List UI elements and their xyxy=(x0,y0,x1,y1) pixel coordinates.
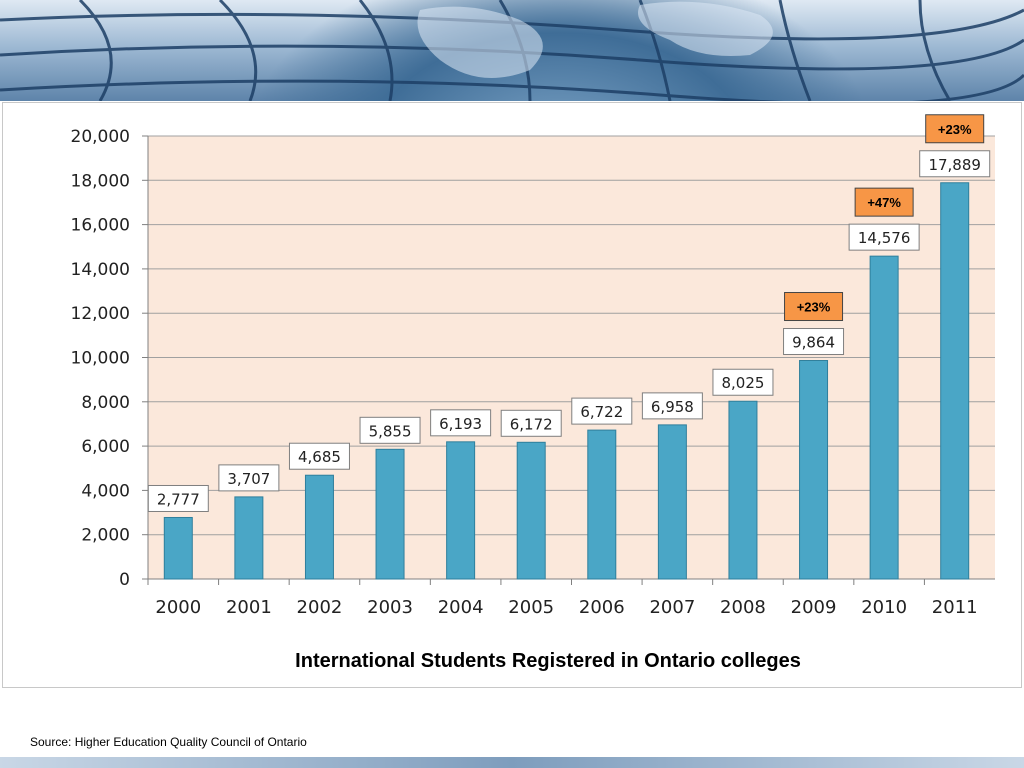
x-tick-label: 2007 xyxy=(649,597,695,618)
data-label-box xyxy=(783,328,845,356)
source-note: Source: Higher Education Quality Council… xyxy=(30,735,307,749)
data-label-box xyxy=(641,392,703,420)
banner-image xyxy=(0,0,1024,101)
bar-2009 xyxy=(799,360,829,580)
data-label-box xyxy=(500,409,562,437)
x-tick-label: 2011 xyxy=(932,597,978,618)
x-tick-label: 2003 xyxy=(367,597,413,618)
data-label-box xyxy=(848,223,920,251)
growth-annotation-box xyxy=(854,187,914,217)
data-label-box xyxy=(571,397,633,425)
x-tick-label: 2006 xyxy=(579,597,625,618)
bar-2010 xyxy=(869,255,899,580)
x-tick-label: 2000 xyxy=(155,597,201,618)
bar-2006 xyxy=(587,429,617,580)
bar-2008 xyxy=(728,400,758,580)
bar-2011 xyxy=(940,182,970,580)
data-label: 14,576 xyxy=(858,229,911,247)
x-tick-label: 2005 xyxy=(508,597,554,618)
y-tick-label: 6,000 xyxy=(81,437,130,457)
y-tick-label: 20,000 xyxy=(71,127,130,147)
growth-annotation: +47% xyxy=(867,195,901,210)
y-tick-label: 18,000 xyxy=(71,171,130,191)
data-label: 8,025 xyxy=(721,374,764,392)
data-label: 4,685 xyxy=(298,448,341,466)
bar-2003 xyxy=(375,448,405,580)
chart-caption: International Students Registered in Ont… xyxy=(295,650,801,672)
x-tick-label: 2002 xyxy=(297,597,343,618)
data-label: 17,889 xyxy=(928,156,981,174)
data-label: 2,777 xyxy=(157,490,200,508)
x-tick-label: 2004 xyxy=(438,597,484,618)
data-label-box xyxy=(919,150,991,178)
y-tick-label: 2,000 xyxy=(81,526,130,546)
data-label: 6,172 xyxy=(510,415,553,433)
data-label-box xyxy=(712,368,774,396)
data-label-box xyxy=(430,409,492,437)
growth-annotation: +23% xyxy=(797,300,831,315)
data-label: 3,707 xyxy=(227,470,270,488)
data-label-box xyxy=(288,442,350,470)
bar-2001 xyxy=(234,496,264,580)
chart-panel: 0 2,000 4,000 6,000 8,000 10,000 12,000 14,000 1… xyxy=(2,102,1022,688)
y-tick-label: 0 xyxy=(119,570,130,590)
bar-chart: 0 2,000 4,000 6,000 8,000 10,000 12,000 14,000 1… xyxy=(71,114,995,618)
bar-2004 xyxy=(446,441,476,580)
data-label: 9,864 xyxy=(792,334,835,352)
data-label: 6,958 xyxy=(651,398,694,416)
y-tick-label: 4,000 xyxy=(81,481,130,501)
bar-2000 xyxy=(163,516,193,580)
bar-2002 xyxy=(304,474,334,580)
growth-annotation-box xyxy=(784,292,844,322)
data-label: 6,722 xyxy=(580,403,623,421)
x-tick-label: 2001 xyxy=(226,597,272,618)
y-tick-label: 16,000 xyxy=(71,216,130,236)
data-label-box xyxy=(359,416,421,444)
x-tick-label: 2009 xyxy=(791,597,837,618)
y-tick-label: 10,000 xyxy=(71,349,130,369)
bar-2007 xyxy=(657,424,687,580)
y-tick-label: 12,000 xyxy=(71,304,130,324)
x-tick-label: 2008 xyxy=(720,597,766,618)
y-tick-label: 14,000 xyxy=(71,260,130,280)
y-tick-label: 8,000 xyxy=(81,393,130,413)
growth-annotation-box xyxy=(925,114,985,144)
data-label-box xyxy=(147,484,209,512)
growth-annotation: +23% xyxy=(938,122,972,137)
data-label: 6,193 xyxy=(439,415,482,433)
data-label-box xyxy=(218,464,280,492)
data-label: 5,855 xyxy=(369,422,412,440)
x-tick-label: 2010 xyxy=(861,597,907,618)
footer-strip xyxy=(0,757,1024,768)
bar-2005 xyxy=(516,441,546,580)
